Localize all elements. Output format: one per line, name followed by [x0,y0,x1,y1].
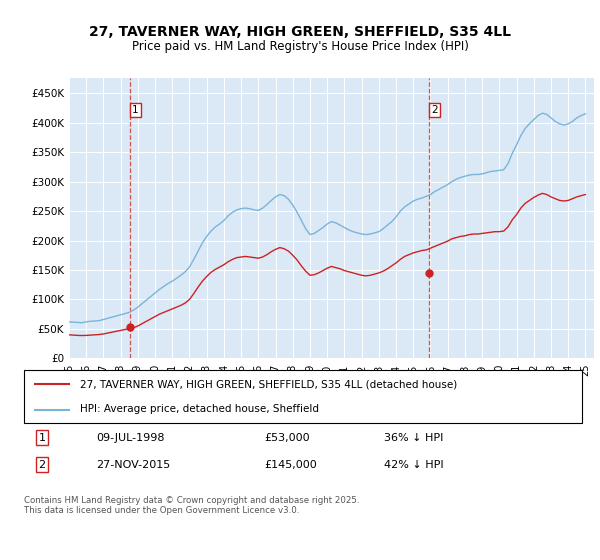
Text: 2: 2 [38,460,46,470]
Text: HPI: Average price, detached house, Sheffield: HPI: Average price, detached house, Shef… [80,404,319,414]
Text: 27, TAVERNER WAY, HIGH GREEN, SHEFFIELD, S35 4LL: 27, TAVERNER WAY, HIGH GREEN, SHEFFIELD,… [89,25,511,39]
Text: 27, TAVERNER WAY, HIGH GREEN, SHEFFIELD, S35 4LL (detached house): 27, TAVERNER WAY, HIGH GREEN, SHEFFIELD,… [80,380,457,390]
Text: £53,000: £53,000 [264,433,310,443]
Text: Contains HM Land Registry data © Crown copyright and database right 2025.
This d: Contains HM Land Registry data © Crown c… [24,496,359,515]
Text: 1: 1 [38,433,46,443]
Text: 36% ↓ HPI: 36% ↓ HPI [384,433,443,443]
Text: 2: 2 [431,105,438,115]
Text: 1: 1 [132,105,139,115]
Text: 09-JUL-1998: 09-JUL-1998 [96,433,164,443]
FancyBboxPatch shape [24,370,582,423]
Text: 42% ↓ HPI: 42% ↓ HPI [384,460,443,470]
Text: £145,000: £145,000 [264,460,317,470]
Text: Price paid vs. HM Land Registry's House Price Index (HPI): Price paid vs. HM Land Registry's House … [131,40,469,53]
Text: 27-NOV-2015: 27-NOV-2015 [96,460,170,470]
